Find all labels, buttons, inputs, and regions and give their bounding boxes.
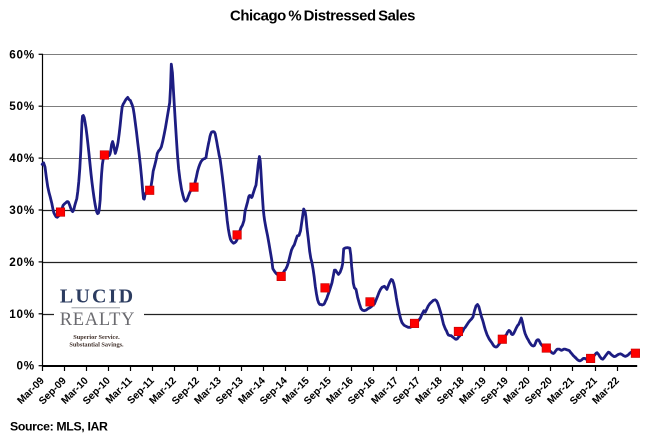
svg-text:Superior Service.: Superior Service.	[73, 334, 120, 341]
svg-text:10%: 10%	[9, 308, 35, 321]
svg-text:40%: 40%	[9, 152, 35, 165]
svg-text:Chicago % Distressed Sales: Chicago % Distressed Sales	[230, 9, 415, 25]
svg-text:LUCID: LUCID	[60, 285, 135, 307]
svg-text:0%: 0%	[17, 360, 36, 373]
svg-text:Source: MLS, IAR: Source: MLS, IAR	[10, 420, 108, 434]
svg-text:50%: 50%	[9, 100, 35, 113]
svg-text:REALTY: REALTY	[60, 310, 135, 330]
svg-text:30%: 30%	[9, 204, 35, 217]
svg-text:60%: 60%	[9, 48, 35, 61]
svg-text:20%: 20%	[9, 256, 35, 269]
svg-text:Substantial Savings.: Substantial Savings.	[69, 342, 124, 349]
